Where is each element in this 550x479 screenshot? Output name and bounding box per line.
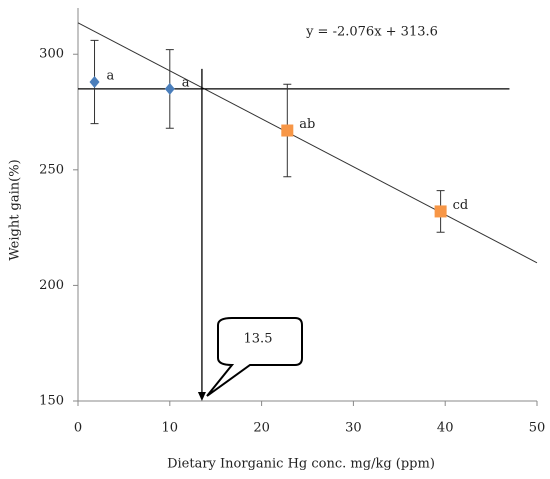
y-tick-label: 250	[39, 162, 64, 177]
point	[164, 82, 175, 95]
y-tick-label: 200	[39, 278, 64, 293]
equation: y = -2.076x + 313.6	[305, 25, 438, 40]
point-label: ab	[299, 117, 315, 132]
x-tick-label: 50	[529, 421, 546, 436]
x-tick-label: 30	[345, 421, 362, 436]
x-tick-label: 20	[253, 421, 270, 436]
point-label: a	[182, 75, 190, 90]
point	[281, 124, 294, 137]
y-tick-label: 300	[39, 47, 64, 62]
point-label: a	[107, 68, 115, 83]
regression-line	[77, 22, 538, 264]
x-tick-label: 40	[437, 421, 454, 436]
point	[434, 205, 447, 218]
x-tick-label: 10	[162, 421, 179, 436]
callout	[206, 317, 303, 397]
point	[89, 75, 100, 88]
callout-label: 13.5	[244, 332, 273, 347]
x-tick-label: 0	[74, 421, 82, 436]
y-axis-title: Weight gain(%)	[8, 159, 23, 260]
y-tick-label: 150	[39, 394, 64, 409]
arrow-head	[197, 392, 206, 401]
x-axis-title: Dietary Inorganic Hg conc. mg/kg (ppm)	[167, 457, 435, 472]
point-label: cd	[453, 198, 469, 213]
